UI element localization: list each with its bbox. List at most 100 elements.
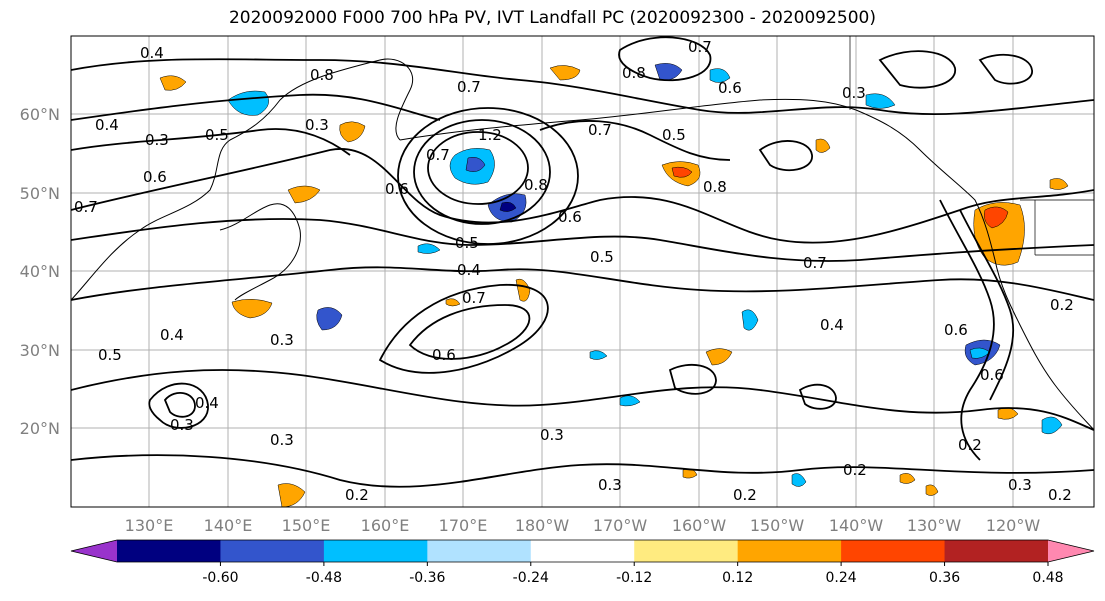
lon-label: 160°W	[672, 516, 727, 535]
contour-label: 0.7	[74, 198, 98, 216]
colorbar-segment	[323, 540, 428, 562]
contour-0.5-band	[71, 218, 1094, 262]
contour-label: 0.2	[1050, 296, 1074, 314]
contour-label: 0.4	[140, 44, 164, 62]
contour-east-coast-2	[959, 209, 1015, 401]
state-boundaries	[849, 36, 1094, 256]
shade-red-gulf	[671, 166, 693, 178]
shade-blue-japan	[316, 307, 343, 331]
ivt-shading	[159, 63, 1069, 507]
contour-low-ring-2	[413, 119, 551, 225]
colorbar-segment	[944, 540, 1049, 562]
contour-label: 0.6	[432, 346, 456, 364]
contour-label: 0.3	[540, 426, 564, 444]
contour-label: 0.6	[558, 208, 582, 226]
map-title: 2020092000 F000 700 hPa PV, IVT Landfall…	[228, 8, 876, 28]
shade-orange-japan	[231, 299, 273, 319]
contour-label: 0.4	[95, 116, 119, 134]
contour-label: 0.3	[1008, 476, 1032, 494]
colorbar-tick-label: 0.48	[1032, 570, 1063, 586]
contour-north-0.8	[71, 93, 441, 121]
shade-blue-mid	[741, 309, 759, 331]
contour-label: 0.3	[598, 476, 622, 494]
contour-label: 0.2	[843, 461, 867, 479]
contour-label: 0.3	[270, 331, 294, 349]
shade-blue-south2	[791, 473, 807, 487]
pv-contours	[71, 36, 1094, 488]
shade-blue-west	[417, 243, 441, 254]
contour-label: 0.5	[662, 126, 686, 144]
shade-orange-kamchatka	[339, 121, 366, 143]
contour-label: 0.2	[345, 486, 369, 504]
contour-label: 0.4	[195, 394, 219, 412]
coast-asia	[71, 58, 414, 301]
lon-label: 120°W	[986, 516, 1041, 535]
contour-label: 0.3	[305, 116, 329, 134]
contour-label: 0.3	[270, 431, 294, 449]
colorbar-segment	[220, 540, 325, 562]
lon-label: 170°W	[593, 516, 648, 535]
colorbar-tick-label: -0.48	[306, 570, 342, 586]
colorbar-outline	[70, 539, 1095, 563]
shade-red-california	[984, 206, 1009, 229]
contour-north-0.7	[71, 58, 1094, 116]
colorbar-segment	[841, 540, 946, 562]
contour-label: 0.7	[588, 121, 612, 139]
contour-label: 0.3	[842, 84, 866, 102]
lon-label: 160°E	[361, 516, 410, 535]
lon-label: 150°W	[750, 516, 805, 535]
contour-label: 0.7	[803, 254, 827, 272]
coast-aleutians	[399, 98, 857, 141]
contour-label: 0.7	[457, 78, 481, 96]
shade-blue-south	[619, 395, 641, 407]
contour-label: 0.5	[590, 248, 614, 266]
coast-japan	[219, 203, 301, 301]
lon-label: 140°E	[204, 516, 253, 535]
lat-label: 30°N	[20, 341, 60, 360]
colorbar-tick-label: -0.24	[513, 570, 549, 586]
lat-label: 40°N	[20, 262, 60, 281]
shade-orange-central	[515, 278, 531, 302]
lat-label: 60°N	[20, 105, 60, 124]
contour-label: 0.8	[524, 176, 548, 194]
contour-west-swirl	[148, 382, 209, 429]
contour-label: 0.6	[944, 321, 968, 339]
contour-label: 0.2	[958, 436, 982, 454]
shade-orange-nw	[159, 75, 187, 91]
lon-label: 130°E	[125, 516, 174, 535]
colorbar-tick-label: 0.12	[722, 570, 753, 586]
shade-lightblue-bering	[709, 68, 731, 83]
shade-blue-hawaii	[589, 350, 608, 360]
contour-label: 0.6	[143, 168, 167, 186]
coast-north-america	[855, 109, 1094, 431]
contour-0.2-band	[71, 454, 1094, 488]
shade-orange-north	[549, 65, 581, 81]
colorbar: -0.60 -0.48 -0.36 -0.24 -0.12 0.12 0.24 0.36 0.4…	[70, 539, 1095, 586]
contour-low-center	[427, 131, 529, 205]
contour-east-coast	[939, 199, 995, 461]
contour-label: 0.5	[205, 126, 229, 144]
shade-orange-ne	[1049, 178, 1069, 190]
contour-mid-loop-2	[668, 363, 717, 395]
contour-subtrop-ridge-2	[408, 304, 531, 360]
shade-navy-central	[499, 201, 517, 212]
colorbar-segment	[530, 540, 635, 562]
contour-central-north	[539, 120, 731, 161]
colorbar-segment	[634, 540, 739, 562]
colorbar-extend-high	[1048, 540, 1094, 562]
lat-label: 20°N	[20, 419, 60, 438]
contour-0.3-band	[71, 369, 1094, 431]
shade-orange-sakhalin	[287, 185, 321, 204]
colorbar-segment	[737, 540, 842, 562]
shade-orange-hawaii	[705, 348, 733, 366]
lat-label: 50°N	[20, 184, 60, 203]
lon-label: 170°E	[439, 516, 488, 535]
contour-label: 0.4	[820, 316, 844, 334]
shade-orange-small2	[899, 473, 916, 484]
lon-label: 130°W	[907, 516, 962, 535]
contour-label: 0.6	[718, 79, 742, 97]
contour-ne-loop	[878, 50, 956, 89]
contour-label: 0.3	[170, 416, 194, 434]
colorbar-tick-label: 0.36	[929, 570, 960, 586]
